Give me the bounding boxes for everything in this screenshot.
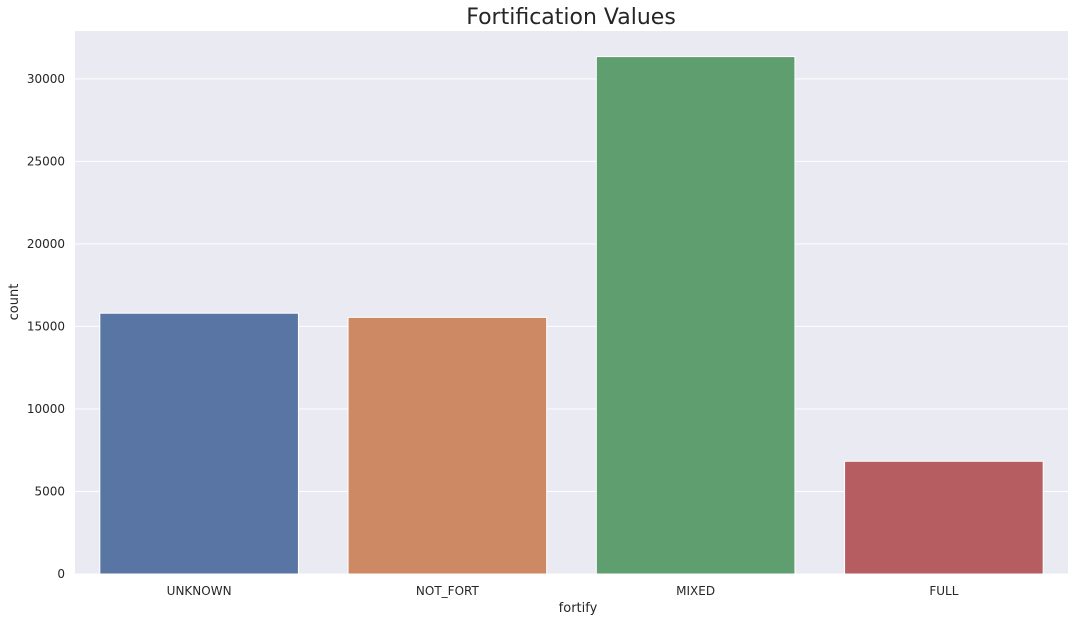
bar-not-fort	[347, 316, 548, 575]
bar-unknown	[99, 312, 299, 575]
y-tick-label: 0	[57, 567, 65, 581]
chart-title: Fortification Values	[466, 5, 676, 30]
y-axis-label: count	[7, 284, 22, 321]
y-tick-label: 5000	[34, 484, 65, 498]
y-tick-label: 25000	[27, 154, 65, 168]
x-tick-label: NOT_FORT	[416, 584, 480, 598]
x-axis-ticks: UNKNOWN NOT_FORT MIXED FULL	[167, 584, 959, 598]
x-axis-label: fortify	[559, 601, 598, 616]
bar-full	[844, 460, 1044, 575]
bar-mixed	[595, 56, 796, 575]
y-tick-label: 15000	[27, 319, 65, 333]
x-tick-label: FULL	[929, 584, 958, 598]
y-tick-label: 20000	[27, 237, 65, 251]
y-tick-label: 10000	[27, 402, 65, 416]
x-tick-label: UNKNOWN	[167, 584, 232, 598]
y-tick-label: 30000	[27, 72, 65, 86]
bars	[99, 56, 1044, 575]
y-axis-ticks: 0 5000 10000 15000 20000 25000 30000	[27, 72, 65, 581]
x-tick-label: MIXED	[676, 584, 715, 598]
